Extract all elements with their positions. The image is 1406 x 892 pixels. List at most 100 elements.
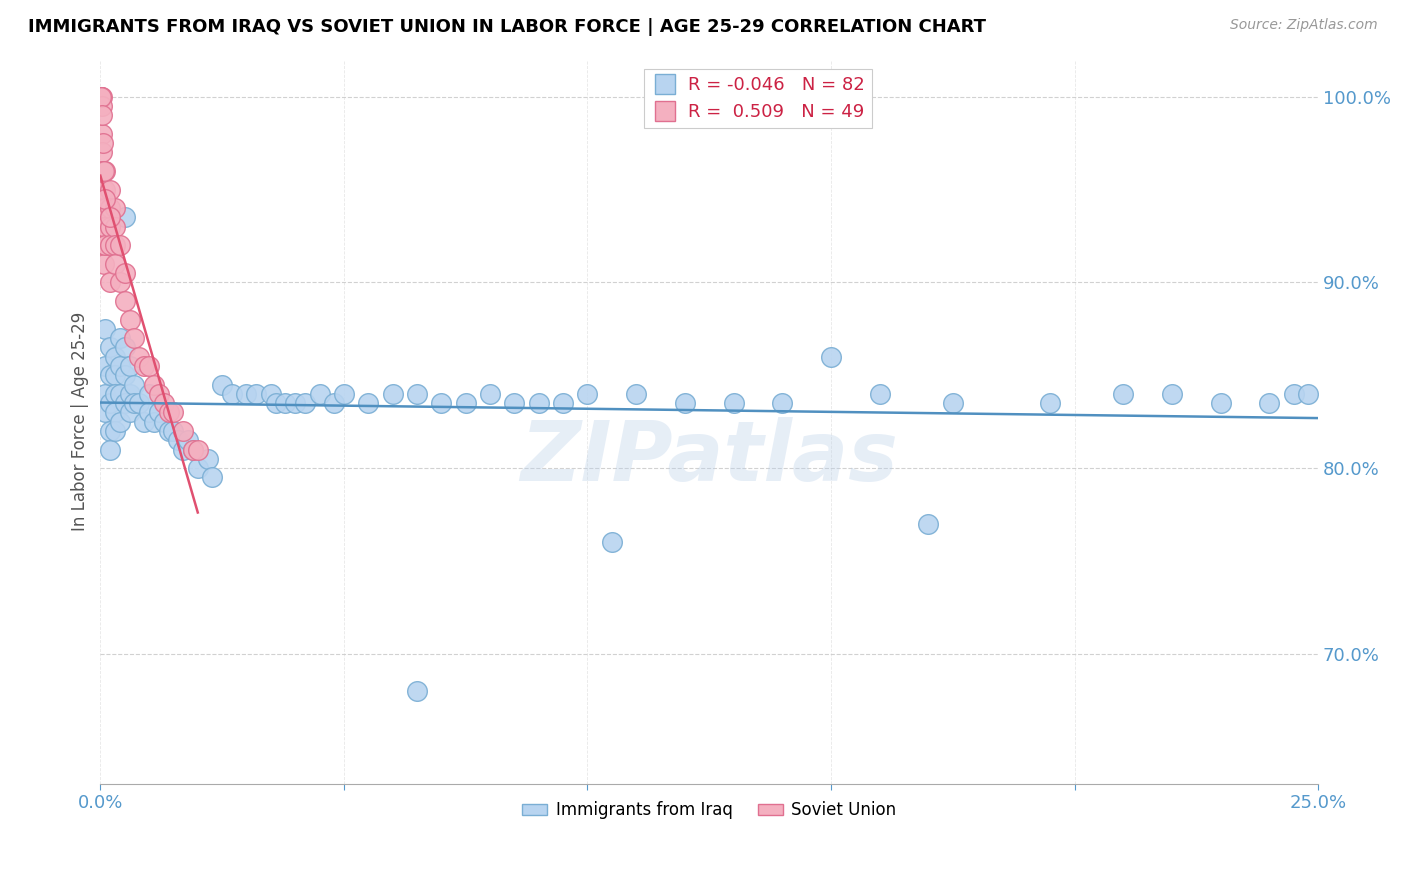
Point (148, 386, 170, 401)
Point (104, 219, 127, 234)
Point (1282, 386, 1305, 401)
Point (128, 396, 150, 410)
Point (104, 386, 127, 401)
Point (503, 396, 526, 410)
Point (181, 442, 204, 457)
Text: ZIPatlas: ZIPatlas (520, 417, 898, 499)
Point (142, 415, 165, 429)
Point (381, 386, 404, 401)
Point (114, 266, 136, 280)
Point (98, 219, 121, 234)
Point (91, 136, 114, 150)
Point (167, 434, 190, 448)
Point (576, 386, 599, 401)
Point (124, 377, 146, 392)
Point (527, 396, 550, 410)
Point (1112, 386, 1135, 401)
Point (162, 405, 184, 419)
Point (94, 164, 117, 178)
Point (118, 386, 141, 401)
Point (201, 470, 224, 484)
Point (114, 211, 136, 225)
Point (128, 350, 150, 364)
Point (157, 405, 180, 419)
Point (104, 257, 127, 271)
Point (260, 386, 283, 401)
Point (108, 276, 131, 290)
Point (94, 183, 117, 197)
Point (284, 396, 307, 410)
Point (94, 192, 117, 206)
Point (673, 396, 696, 410)
Point (108, 386, 131, 401)
Point (187, 442, 209, 457)
Point (942, 396, 965, 410)
Point (869, 386, 891, 401)
Point (406, 386, 429, 401)
Point (1258, 396, 1281, 410)
Point (118, 359, 141, 373)
Point (90, 89, 112, 103)
Point (104, 238, 127, 252)
Point (1298, 386, 1320, 401)
Point (274, 396, 297, 410)
Point (124, 331, 146, 345)
Point (114, 293, 136, 308)
Point (98, 183, 121, 197)
Point (235, 386, 257, 401)
Point (148, 405, 170, 419)
Point (91, 127, 114, 141)
Point (323, 396, 346, 410)
Point (90, 108, 112, 122)
Point (1209, 396, 1232, 410)
Point (172, 442, 194, 457)
Point (94, 405, 117, 419)
Point (90, 89, 112, 103)
Point (600, 535, 623, 549)
Point (406, 684, 429, 698)
Point (108, 331, 131, 345)
Point (91, 183, 114, 197)
Point (98, 211, 121, 225)
Point (104, 350, 127, 364)
Point (187, 461, 209, 475)
Legend: Immigrants from Iraq, Soviet Union: Immigrants from Iraq, Soviet Union (516, 795, 903, 826)
Point (1161, 386, 1184, 401)
Point (152, 415, 174, 429)
Point (124, 396, 146, 410)
Text: IMMIGRANTS FROM IRAQ VS SOVIET UNION IN LABOR FORCE | AGE 25-29 CORRELATION CHAR: IMMIGRANTS FROM IRAQ VS SOVIET UNION IN … (28, 18, 986, 36)
Point (142, 377, 165, 392)
Point (98, 276, 121, 290)
Point (94, 359, 117, 373)
Point (98, 238, 121, 252)
Point (114, 368, 136, 383)
Point (211, 377, 233, 392)
Point (114, 340, 136, 354)
Point (90, 99, 112, 113)
Point (917, 516, 939, 531)
Point (1039, 396, 1062, 410)
Point (138, 405, 160, 419)
Point (245, 386, 267, 401)
Point (162, 424, 184, 438)
Point (98, 424, 121, 438)
Point (98, 368, 121, 383)
Point (118, 312, 141, 326)
Point (197, 451, 219, 466)
Point (308, 386, 330, 401)
Point (94, 201, 117, 215)
Point (94, 386, 117, 401)
Point (98, 340, 121, 354)
Point (98, 396, 121, 410)
Point (108, 415, 131, 429)
Point (91, 219, 114, 234)
Point (138, 359, 160, 373)
Y-axis label: In Labor Force | Age 25-29: In Labor Force | Age 25-29 (72, 312, 89, 532)
Point (553, 396, 575, 410)
Point (98, 442, 121, 457)
Point (138, 386, 160, 401)
Point (90, 89, 112, 103)
Point (264, 396, 287, 410)
Point (93, 164, 115, 178)
Point (118, 405, 141, 419)
